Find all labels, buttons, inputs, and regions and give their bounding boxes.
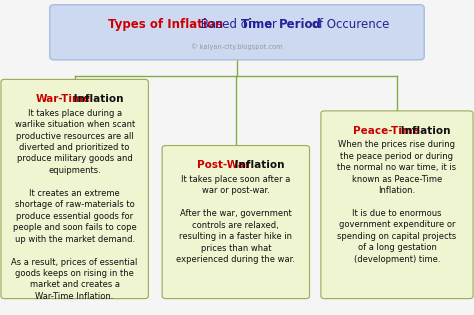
Text: War-Time: War-Time	[36, 94, 91, 104]
Text: Peace-Time: Peace-Time	[354, 126, 420, 136]
Text: Period: Period	[279, 19, 321, 32]
Text: Based on: Based on	[197, 19, 259, 32]
Text: Post-War: Post-War	[197, 160, 250, 170]
FancyBboxPatch shape	[1, 79, 148, 299]
Text: When the prices rise during
the peace period or during
the normal no war time, i: When the prices rise during the peace pe…	[337, 140, 456, 264]
Text: Inflation: Inflation	[231, 160, 285, 170]
FancyBboxPatch shape	[321, 111, 473, 299]
Text: Types of Inflation: Types of Inflation	[109, 19, 224, 32]
Text: It takes place during a
warlike situation when scant
productive resources are al: It takes place during a warlike situatio…	[11, 109, 138, 301]
FancyBboxPatch shape	[50, 5, 424, 60]
Text: It takes place soon after a
war or post-war.

After the war, government
controls: It takes place soon after a war or post-…	[176, 175, 295, 264]
Text: © kalyan-city.blogspot.com: © kalyan-city.blogspot.com	[191, 43, 283, 50]
Text: of Occurence: of Occurence	[308, 19, 390, 32]
Text: Inflation: Inflation	[70, 94, 124, 104]
Text: Inflation: Inflation	[397, 126, 450, 136]
Text: or: or	[261, 19, 281, 32]
FancyBboxPatch shape	[162, 146, 310, 299]
Text: Time: Time	[241, 19, 273, 32]
